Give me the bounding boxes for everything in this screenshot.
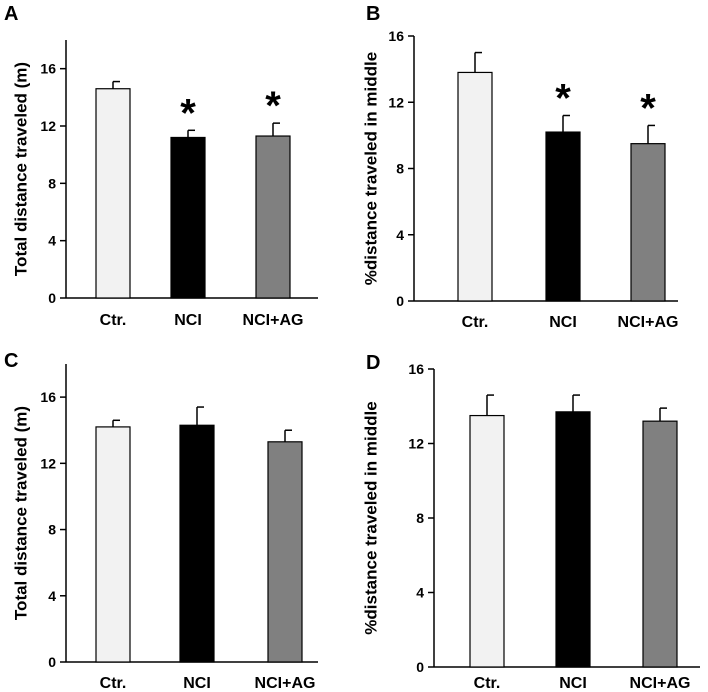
y-tick-label: 16	[40, 389, 56, 405]
y-tick-label: 16	[388, 28, 404, 44]
y-tick-label: 8	[48, 522, 56, 538]
x-category-label: NCI	[174, 312, 202, 329]
chart-panel-b: B 0 4 8 12 16 %distance traveled in middle Ctr.…	[361, 3, 678, 331]
y-axis-label: Total distance traveled (m)	[11, 62, 30, 276]
bar-nci	[170, 136, 206, 299]
panel-letter: C	[4, 350, 18, 372]
chart-panel-d: D 0 4 8 12 16 %distance traveled in middle Ctr.…	[361, 352, 700, 692]
x-category-label: Ctr.	[100, 675, 127, 692]
y-tick-label: 4	[48, 233, 56, 249]
panel-letter: B	[366, 3, 380, 25]
y-tick-label: 0	[48, 654, 56, 670]
y-tick-label: 0	[48, 290, 56, 306]
significance-star: *	[180, 91, 196, 135]
y-axis-label: Total distance traveled (m)	[11, 406, 30, 620]
x-category-label: NCI+AG	[255, 675, 316, 692]
significance-star: *	[640, 86, 656, 130]
bar-nci-ag	[642, 420, 678, 668]
bar-nci-ag	[267, 441, 303, 663]
bar-nci	[555, 411, 591, 668]
bar-ctr	[95, 426, 131, 663]
y-tick-label: 4	[416, 585, 424, 601]
y-tick-label: 8	[48, 175, 56, 191]
panel-letter: A	[4, 3, 18, 25]
y-tick-label: 12	[40, 118, 56, 134]
y-tick-label: 12	[40, 455, 56, 471]
bar-nci	[545, 131, 581, 302]
x-category-label: NCI+AG	[618, 314, 679, 331]
x-category-label: NCI	[183, 675, 211, 692]
bar-nci-ag	[255, 135, 291, 299]
significance-star: *	[265, 84, 281, 128]
y-tick-label: 8	[416, 510, 424, 526]
x-category-label: NCI+AG	[243, 312, 304, 329]
y-tick-label: 4	[396, 227, 404, 243]
y-tick-label: 0	[416, 659, 424, 675]
y-axis-label: %distance traveled in middle	[361, 401, 380, 634]
bar-ctr	[95, 88, 131, 299]
panel-letter: D	[366, 352, 380, 374]
x-category-label: NCI+AG	[630, 675, 691, 692]
bar-nci-ag	[630, 143, 666, 302]
y-tick-label: 16	[40, 61, 56, 77]
y-tick-label: 12	[408, 436, 424, 452]
chart-panel-a: A 0 4 8 12 16 Total distance traveled (m) Ctr. *…	[4, 3, 318, 329]
y-tick-label: 8	[396, 161, 404, 177]
x-category-label: Ctr.	[462, 314, 489, 331]
y-tick-label: 16	[408, 361, 424, 377]
x-category-label: NCI	[549, 314, 577, 331]
chart-panel-c: C 0 4 8 12 16 Total distance traveled (m) Ctr. N…	[4, 350, 318, 692]
y-tick-label: 4	[48, 588, 56, 604]
x-category-label: NCI	[559, 675, 587, 692]
bar-ctr	[469, 414, 505, 668]
bar-nci	[179, 424, 215, 663]
significance-star: *	[555, 77, 571, 121]
y-axis-label: %distance traveled in middle	[361, 52, 380, 285]
x-category-label: Ctr.	[100, 312, 127, 329]
y-tick-label: 0	[396, 293, 404, 309]
y-tick-label: 12	[388, 94, 404, 110]
x-category-label: Ctr.	[474, 675, 501, 692]
bar-ctr	[457, 71, 493, 302]
